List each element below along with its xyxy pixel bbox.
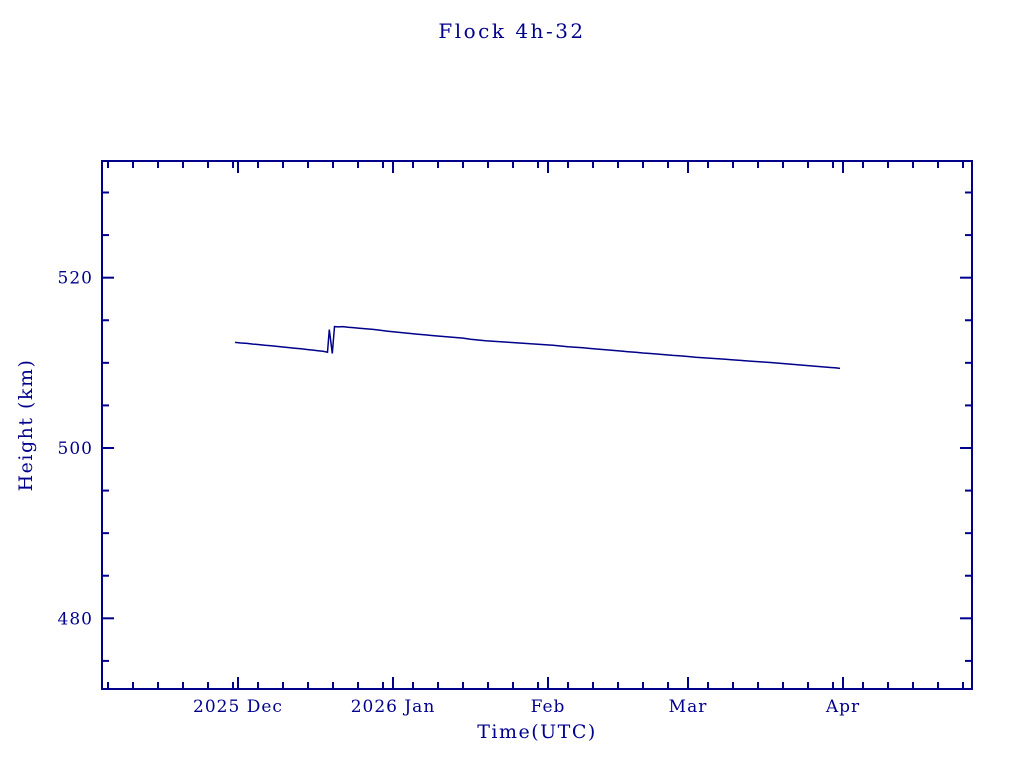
y-tick-label: 520: [58, 269, 93, 289]
axes-layer: 2025 Dec 2026 Jan Feb Mar Apr 480 500 520: [58, 160, 973, 717]
x-tick-label: Feb: [531, 697, 566, 717]
y-tick-label: 480: [58, 609, 93, 629]
x-tick-label: Mar: [669, 697, 708, 717]
x-tick-label: 2025 Dec: [193, 697, 283, 717]
series-layer: [234, 325, 841, 370]
x-tick-label: 2026 Jan: [351, 697, 436, 717]
x-axis-label: Time(UTC): [477, 721, 597, 743]
chart-title: Flock 4h-32: [438, 19, 585, 43]
plot-frame: [101, 160, 973, 690]
y-axis-label: Height (km): [15, 359, 37, 492]
height-series-line: [234, 325, 841, 370]
x-tick-label: Apr: [825, 697, 860, 717]
y-tick-label: 500: [58, 439, 93, 459]
